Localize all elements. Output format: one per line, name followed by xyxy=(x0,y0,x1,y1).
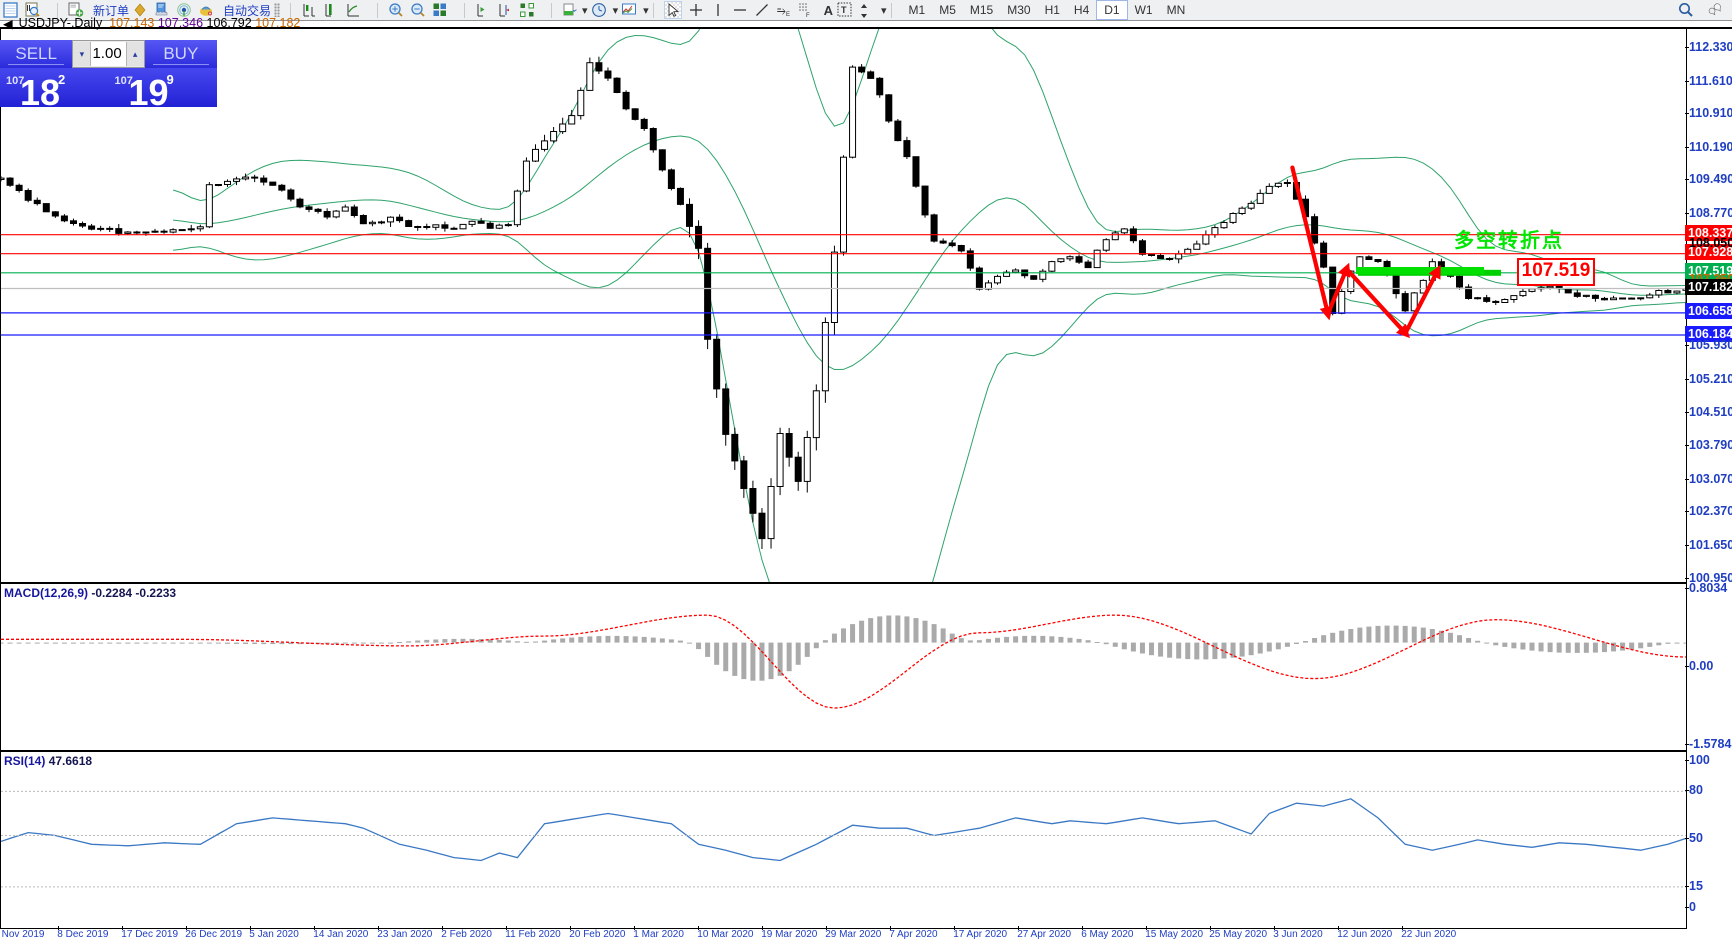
svg-text:F: F xyxy=(806,13,810,18)
svg-text:T: T xyxy=(841,5,847,15)
svg-text:⥱: ⥱ xyxy=(777,5,786,17)
svg-text:E: E xyxy=(786,12,790,18)
